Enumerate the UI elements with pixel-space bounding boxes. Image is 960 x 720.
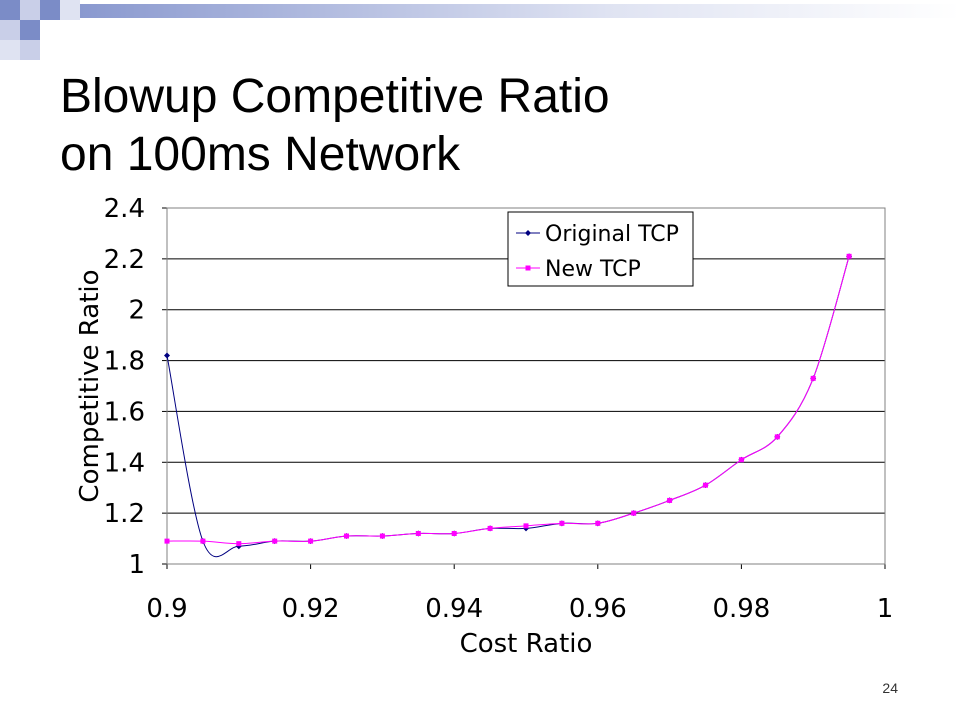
y-tick-label: 2.2 [104, 245, 145, 275]
deco-square [40, 0, 60, 20]
y-tick-labels: 1 1.2 1.4 1.6 1.8 2 2.2 2.4 [104, 194, 145, 580]
data-point-new-tcp [164, 538, 170, 544]
y-tick-label: 1.2 [104, 499, 145, 529]
deco-square [0, 0, 20, 20]
data-point-new-tcp [559, 520, 565, 526]
data-point-new-tcp [774, 434, 780, 440]
data-point-new-tcp [415, 530, 421, 536]
data-point-original-tcp [164, 352, 170, 359]
data-point-new-tcp [308, 538, 314, 544]
title-line-2: on 100ms Network [60, 128, 461, 181]
data-point-new-tcp [379, 533, 385, 539]
deco-square [0, 20, 20, 40]
data-point-new-tcp [846, 253, 852, 259]
deco-square [20, 0, 40, 20]
series-layer [164, 253, 853, 558]
data-point-new-tcp [272, 538, 278, 544]
slide-title: Blowup Competitive Ratio on 100ms Networ… [60, 68, 610, 184]
data-point-new-tcp [451, 530, 457, 536]
data-point-new-tcp [236, 541, 242, 547]
data-point-new-tcp [487, 525, 493, 531]
data-point-new-tcp [810, 375, 816, 381]
legend-label-original: Original TCP [545, 222, 679, 247]
deco-square [20, 40, 40, 60]
legend-label-new: New TCP [545, 257, 641, 282]
y-tick-label: 1.8 [104, 347, 145, 377]
data-point-new-tcp [200, 538, 206, 544]
plot-area-border [166, 207, 886, 565]
data-point-new-tcp [595, 520, 601, 526]
x-tick-label: 0.94 [425, 594, 483, 624]
data-point-new-tcp [344, 533, 349, 539]
data-point-new-tcp [631, 510, 637, 516]
deco-square [20, 20, 40, 40]
y-tick-label: 1.6 [104, 397, 145, 427]
y-tick-label: 2 [128, 296, 145, 326]
x-tick-label: 0.96 [569, 594, 627, 624]
x-tick-label: 0.9 [146, 594, 187, 624]
data-point-new-tcp [523, 523, 529, 529]
y-tick-label: 1 [128, 550, 145, 580]
x-tick-label: 1 [877, 594, 894, 624]
deco-square [60, 0, 80, 20]
legend-box [507, 211, 694, 287]
data-point-new-tcp [738, 457, 744, 463]
legend-marker-new [525, 265, 531, 271]
series-line-new-tcp [166, 256, 850, 545]
x-tick-labels: 0.9 0.92 0.94 0.96 0.98 1 [146, 594, 893, 624]
legend: Original TCP New TCP [507, 211, 694, 287]
data-point-new-tcp [667, 497, 673, 503]
legend-marker-original [525, 230, 531, 236]
deco-square [0, 40, 20, 60]
y-tick-label: 1.4 [104, 448, 145, 478]
page-number: 24 [882, 680, 898, 696]
x-tick-label: 0.98 [712, 594, 770, 624]
y-axis-label: Competitive Ratio [75, 269, 105, 502]
top-band [80, 4, 960, 18]
x-axis-label: Cost Ratio [460, 629, 593, 659]
x-tick-label: 0.92 [282, 594, 340, 624]
series-line-original-tcp [166, 256, 850, 558]
data-point-new-tcp [703, 482, 708, 488]
title-line-1: Blowup Competitive Ratio [60, 70, 610, 123]
y-tick-label: 2.4 [104, 194, 145, 224]
